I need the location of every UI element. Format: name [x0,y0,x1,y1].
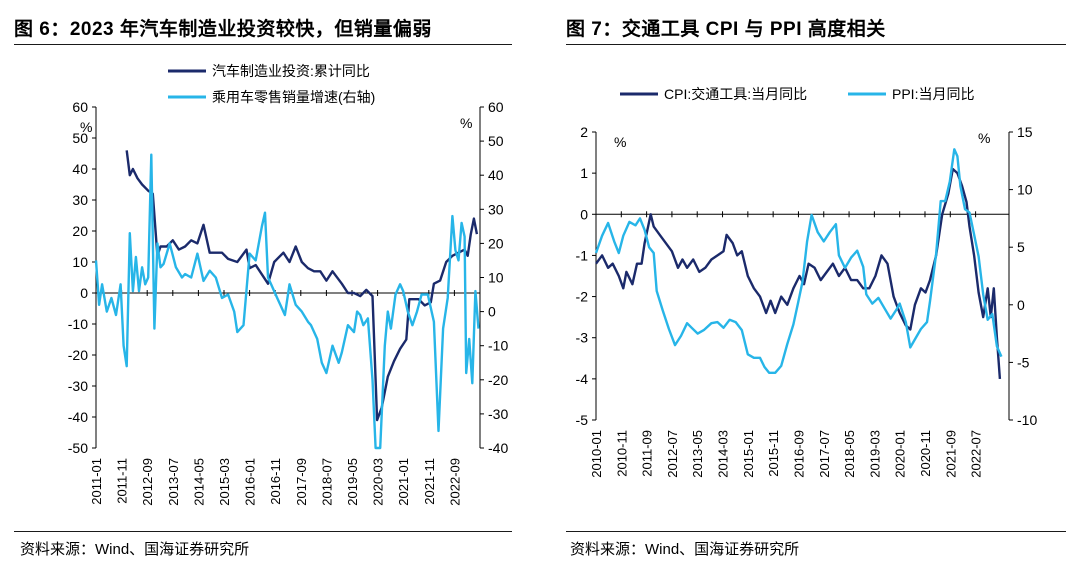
fig7-x-tick-label: 2013-05 [690,430,705,478]
right-title-rule [566,44,1066,45]
fig7-left-tick-label: -2 [576,289,589,305]
fig7-right-tick-label: 10 [1017,182,1033,198]
fig7-legend-box [616,86,1006,112]
left-source-rule [14,531,512,532]
fig6-x-tick-label: 2022-09 [447,458,462,506]
fig7-left-tick-label: 1 [580,165,588,181]
fig7-x-tick-label: 2020-01 [893,430,908,478]
fig6-left-tick-label: 0 [80,285,88,301]
fig6-left-unit: % [80,119,92,135]
fig7-right-tick-label: -5 [1017,354,1030,370]
fig6-legend-label: 乘用车零售销量增速(右轴) [212,89,375,105]
fig6-x-tick-label: 2015-03 [217,458,232,506]
fig7-right-tick-label: 5 [1017,239,1025,255]
fig7-left-tick-label: 2 [580,124,588,140]
fig6-left-tick-label: 50 [72,130,88,146]
left-title-rule [14,44,512,45]
fig6-left-tick-label: -10 [68,316,88,332]
fig7-x-tick-label: 2020-11 [918,430,933,477]
fig6-legend-label: 汽车制造业投资:累计同比 [212,63,370,79]
fig7-legend-label: PPI:当月同比 [892,86,974,102]
fig6-left-tick-label: 60 [72,99,88,115]
fig7-x-tick-label: 2014-03 [716,430,731,478]
fig7-left-tick-label: -5 [576,412,589,428]
fig7-x-tick-label: 2015-11 [766,430,781,477]
fig7-x-tick-label: 2017-07 [817,430,832,478]
fig6-right-tick-label: 20 [488,235,504,251]
right-figure-title: 图 7：交通工具 CPI 与 PPI 高度相关 [566,19,886,40]
fig7-legend-label: CPI:交通工具:当月同比 [664,86,807,102]
fig7-x-tick-label: 2011-09 [640,430,655,477]
fig7-chart [592,86,1013,421]
fig6-right-tick-label: -10 [488,338,508,354]
fig6-right-tick-label: -20 [488,372,508,388]
fig6-left-tick-label: -50 [68,440,88,456]
fig6-left-tick-label: 30 [72,192,88,208]
right-source-note: 资料来源：Wind、国海证券研究所 [570,541,800,558]
fig6-x-tick-label: 2016-01 [243,458,258,506]
fig6-left-tick-label: -30 [68,378,88,394]
fig6-x-tick-label: 2011-01 [89,458,104,505]
fig7-series-light-line [594,148,1003,374]
left-figure-title: 图 6：2023 年汽车制造业投资较快，但销量偏弱 [14,19,432,40]
fig6-left-tick-label: -20 [68,347,88,363]
fig6-right-tick-label: 50 [488,133,504,149]
fig6-left-tick-label: -40 [68,409,88,425]
fig7-x-tick-label: 2016-09 [791,430,806,478]
fig7-x-tick-label: 2010-01 [589,430,604,478]
fig6-right-tick-label: 30 [488,201,504,217]
fig6-x-tick-label: 2012-09 [140,458,155,506]
fig7-left-tick-label: -1 [576,247,589,263]
fig6-chart [92,64,484,450]
fig6-x-tick-label: 2020-03 [371,458,386,506]
fig7-x-tick-label: 2022-07 [969,430,984,478]
fig6-left-tick-label: 40 [72,161,88,177]
fig6-right-tick-label: 40 [488,167,504,183]
fig6-x-tick-label: 2021-01 [396,458,411,506]
fig6-right-unit: % [460,115,472,131]
fig6-series-light-line [94,153,480,450]
fig7-series-dark-line [595,167,1002,379]
fig6-right-tick-label: 60 [488,99,504,115]
fig6-right-tick-label: -40 [488,440,508,456]
fig6-series-dark-line [125,150,479,422]
fig7-x-tick-label: 2021-09 [943,430,958,478]
fig7-left-unit: % [614,134,626,150]
fig7-left-tick-label: 0 [580,206,588,222]
fig7-left-tick-label: -3 [576,330,589,346]
fig6-left-tick-label: 10 [72,254,88,270]
fig7-x-tick-label: 2012-07 [665,430,680,478]
fig6-right-tick-label: -30 [488,406,508,422]
fig6-x-tick-label: 2018-07 [319,458,334,506]
fig7-right-tick-label: 15 [1017,124,1033,140]
fig6-x-tick-label: 2011-11 [115,458,130,504]
fig7-right-tick-label: 0 [1017,297,1025,313]
fig6-left-tick-label: 20 [72,223,88,239]
fig7-x-tick-label: 2018-05 [842,430,857,478]
fig6-x-tick-label: 2013-07 [166,458,181,506]
fig7-x-tick-label: 2015-01 [741,430,756,478]
fig7-x-tick-label: 2019-03 [867,430,882,478]
fig6-x-tick-label: 2019-05 [345,458,360,506]
fig6-x-tick-label: 2021-11 [422,458,437,505]
right-source-rule [566,531,1066,532]
fig7-x-tick-label: 2010-11 [614,430,629,477]
fig6-x-tick-label: 2017-09 [294,458,309,506]
fig6-right-tick-label: 10 [488,270,504,286]
fig6-right-tick-label: 0 [488,304,496,320]
fig7-right-unit: % [978,130,990,146]
fig6-x-tick-label: 2016-11 [268,458,283,505]
fig7-right-tick-label: -10 [1017,412,1037,428]
fig7-left-tick-label: -4 [576,371,589,387]
fig6-x-tick-label: 2014-05 [191,458,206,506]
left-source-note: 资料来源：Wind、国海证券研究所 [20,541,250,558]
